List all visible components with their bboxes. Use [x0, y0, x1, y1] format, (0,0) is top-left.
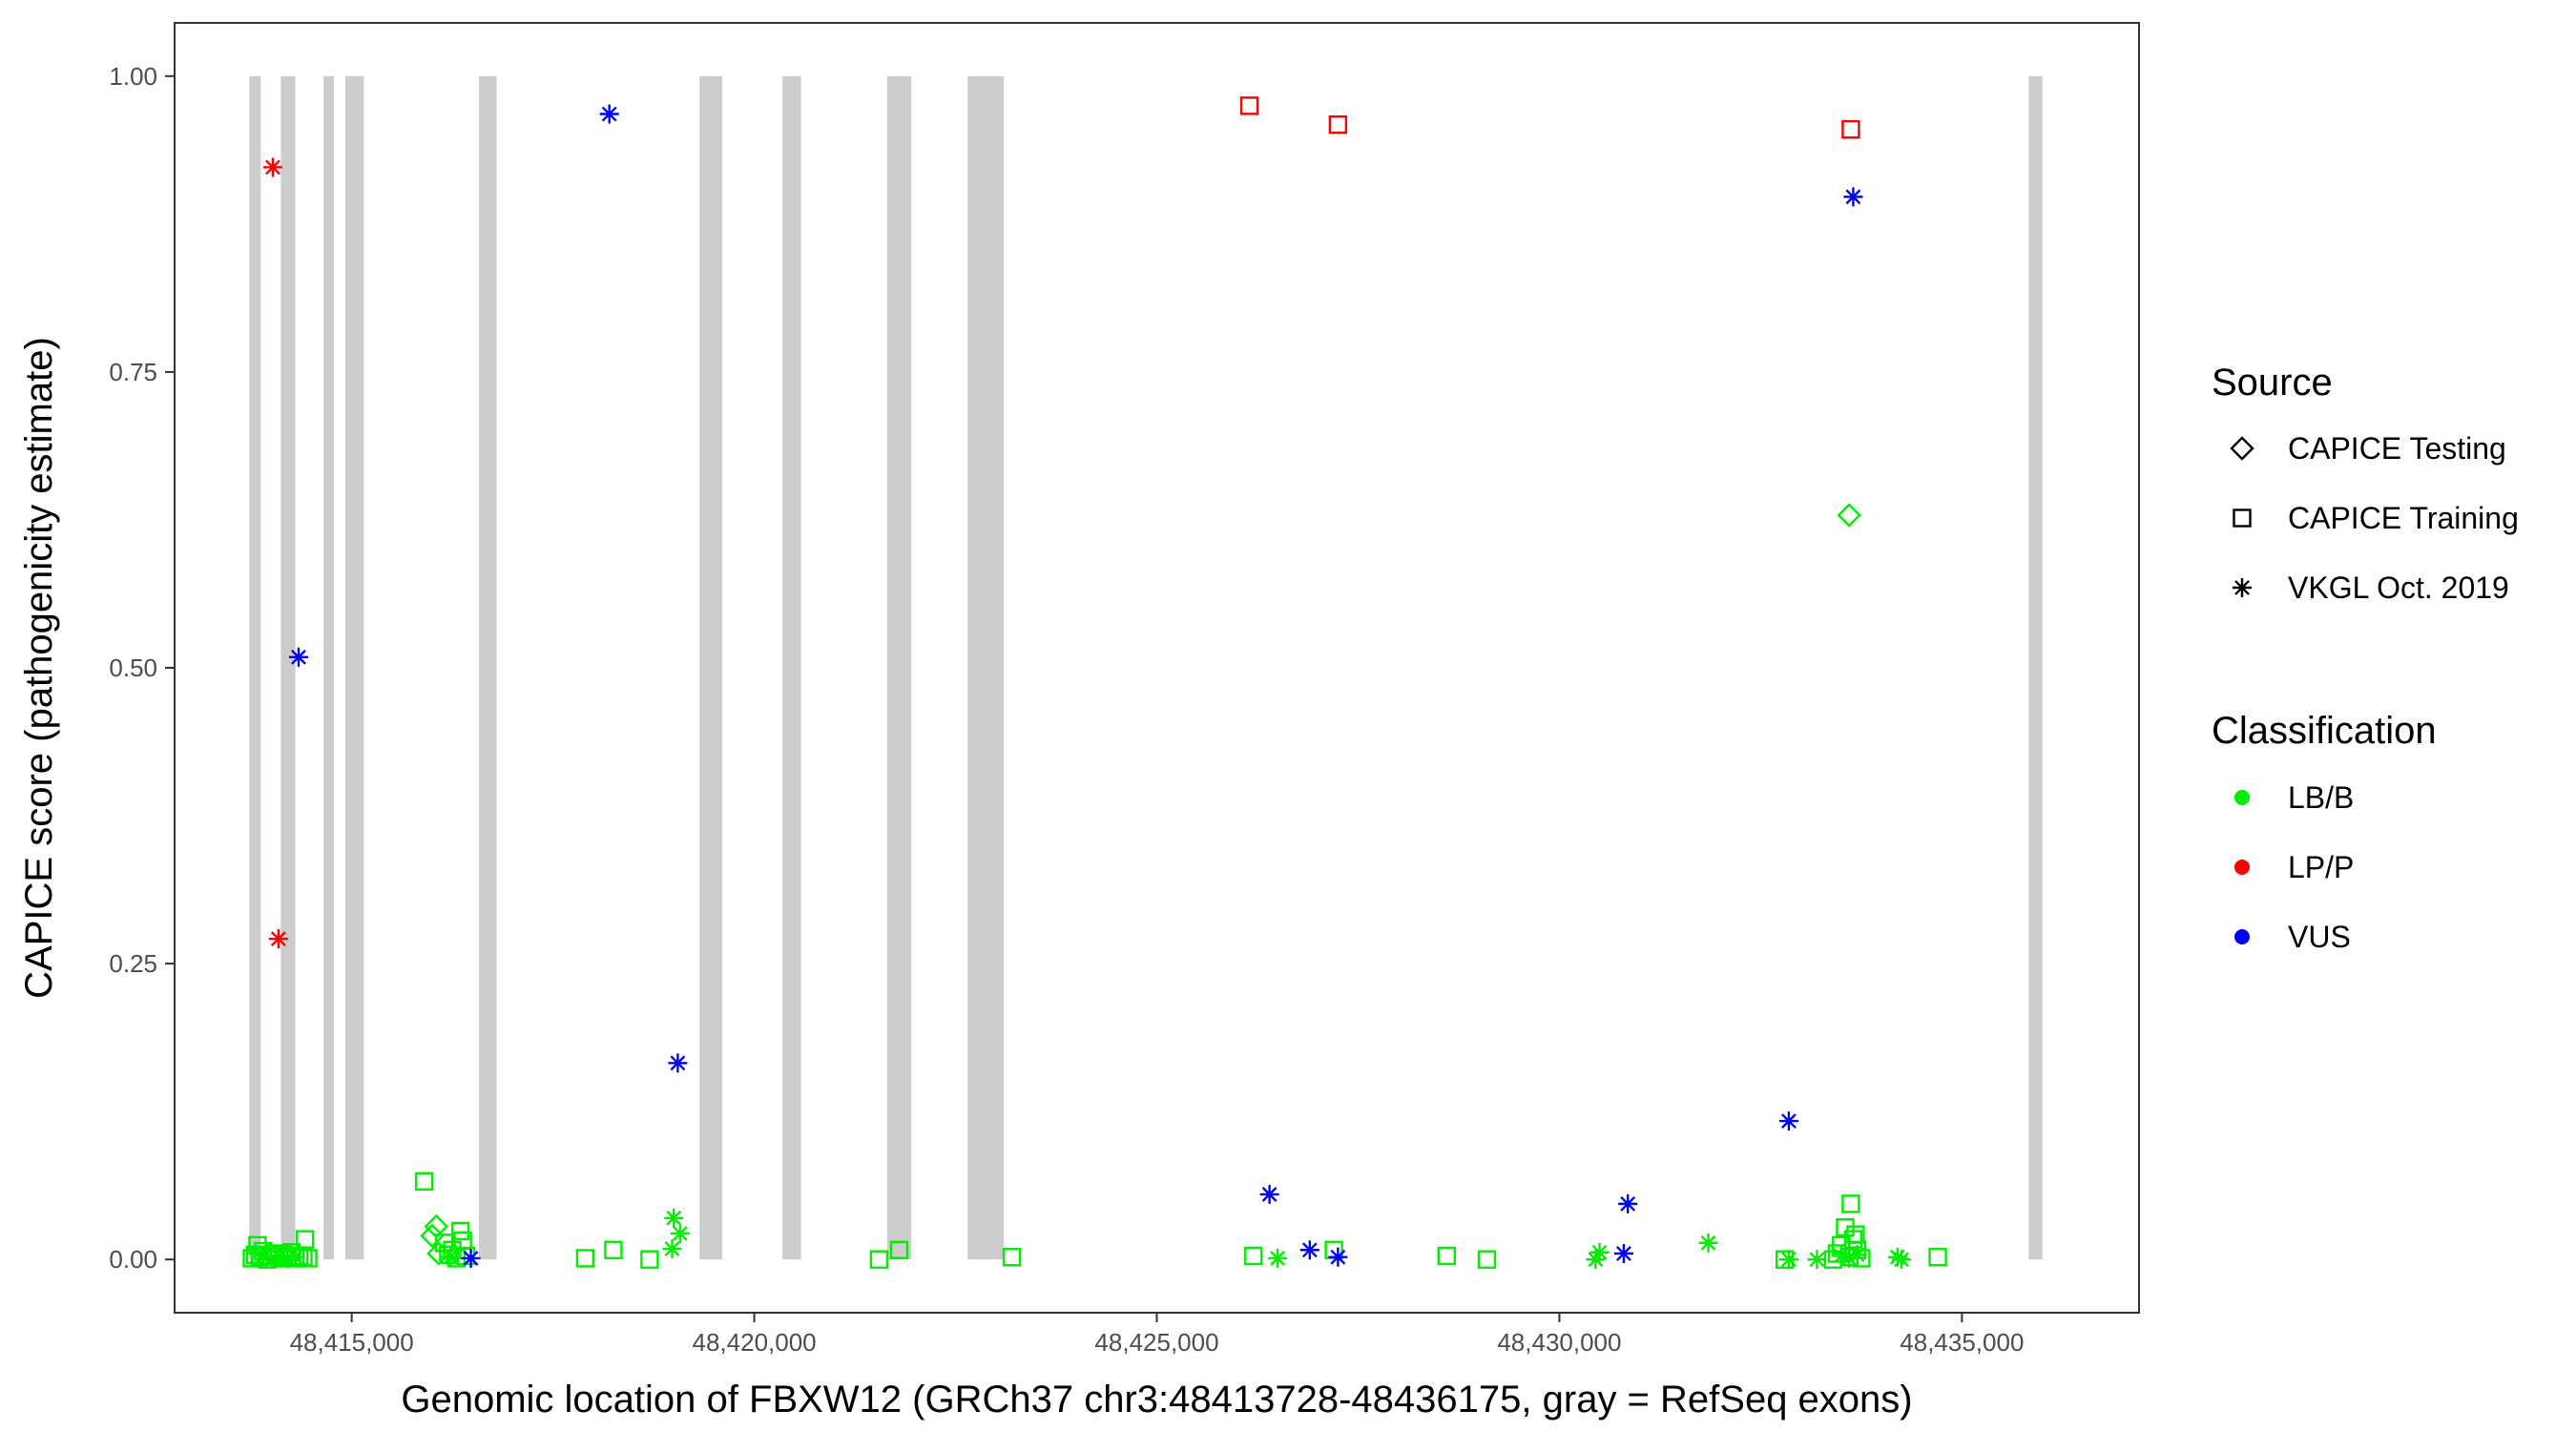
- exon-band: [2028, 75, 2043, 1260]
- data-point: [869, 1250, 889, 1269]
- data-point: [1778, 1250, 1798, 1270]
- x-tick-label: 48,430,000: [1497, 1328, 1621, 1357]
- data-point: [1244, 1246, 1263, 1266]
- data-point: [1892, 1250, 1912, 1270]
- data-point: [1841, 1194, 1860, 1213]
- data-point: [1477, 1250, 1497, 1269]
- y-axis-title: CAPICE score (pathogenicity estimate): [18, 337, 60, 999]
- data-point: [1299, 1240, 1319, 1260]
- y-tick-label: 0.25: [109, 949, 157, 978]
- legend-classification-label: LB/B: [2288, 780, 2354, 815]
- data-point: [288, 647, 308, 667]
- legend-source-key: [2233, 578, 2252, 597]
- legend-classification-key: [2234, 860, 2250, 875]
- y-tick-label: 0.75: [109, 358, 157, 386]
- data-point: [268, 929, 288, 949]
- data-point: [285, 1247, 305, 1267]
- exon-band: [478, 75, 497, 1260]
- data-point: [1847, 1245, 1867, 1265]
- legend-source-label: CAPICE Testing: [2288, 431, 2506, 466]
- data-point: [1837, 503, 1861, 528]
- data-point: [1843, 187, 1863, 207]
- legend: Source CAPICE Testing CAPICE Training VKGL …: [2212, 362, 2519, 954]
- data-point: [1618, 1193, 1638, 1213]
- exon-band: [967, 75, 1005, 1260]
- legend-classification-label: VUS: [2288, 920, 2351, 954]
- legend-source-title: Source: [2212, 362, 2333, 404]
- exon-bands: [249, 75, 2043, 1260]
- x-axis-title: Genomic location of FBXW12 (GRCh37 chr3:…: [401, 1379, 1912, 1421]
- data-point: [1841, 119, 1860, 139]
- exon-band: [280, 75, 296, 1260]
- data-point: [1437, 1246, 1456, 1266]
- data-point: [1846, 1225, 1865, 1244]
- exon-band: [344, 75, 364, 1260]
- data-point: [1807, 1250, 1827, 1270]
- legend-classification-key: [2234, 790, 2250, 805]
- exon-band: [699, 75, 722, 1260]
- data-point: [575, 1249, 595, 1268]
- data-point: [441, 1247, 461, 1267]
- legend-classification-key: [2234, 929, 2250, 944]
- data-point: [450, 1221, 470, 1241]
- y-tick-label: 0.00: [109, 1245, 157, 1274]
- data-point: [1843, 1230, 1863, 1249]
- exon-band: [249, 75, 261, 1260]
- exon-band: [323, 75, 335, 1260]
- data-point: [664, 1208, 684, 1228]
- data-point: [414, 1172, 434, 1192]
- legend-classification-label: LP/P: [2288, 850, 2354, 884]
- data-point: [299, 1249, 318, 1268]
- data-point: [1268, 1248, 1288, 1268]
- data-point: [1589, 1242, 1610, 1262]
- data-point: [604, 1240, 623, 1259]
- data-point: [889, 1240, 909, 1259]
- data-point: [1259, 1184, 1279, 1204]
- data-point: [262, 157, 282, 177]
- data-point: [1839, 1248, 1859, 1268]
- data-point: [670, 1223, 690, 1243]
- y-tick-label: 1.00: [109, 62, 157, 91]
- data-point: [662, 1239, 682, 1259]
- plot-panel-border: [174, 22, 2140, 1314]
- legend-source-label: CAPICE Training: [2288, 501, 2519, 535]
- data-point: [461, 1248, 481, 1268]
- data-point: [1002, 1248, 1022, 1267]
- data-point: [1698, 1233, 1718, 1253]
- data-point: [1328, 114, 1348, 135]
- data-point: [640, 1250, 659, 1269]
- x-tick-label: 48,425,000: [1094, 1328, 1218, 1357]
- data-point: [296, 1230, 315, 1249]
- data-point: [1778, 1111, 1798, 1131]
- y-axis: 0.00 0.25 0.50 0.75 1.00: [109, 62, 175, 1274]
- data-point: [248, 1235, 267, 1255]
- legend-classification-title: Classification: [2212, 710, 2437, 752]
- x-tick-label: 48,420,000: [693, 1328, 817, 1357]
- y-tick-label: 0.50: [109, 653, 157, 682]
- legend-source-key: [2230, 436, 2254, 461]
- data-point: [668, 1053, 688, 1073]
- data-point: [599, 104, 619, 124]
- data-points: [242, 96, 1947, 1270]
- data-point: [1239, 96, 1259, 115]
- x-axis: 48,415,000 48,420,000 48,425,000 48,430,000…: [290, 1313, 2024, 1357]
- legend-source-key: [2233, 508, 2252, 528]
- data-point: [1328, 1247, 1348, 1267]
- exon-band: [782, 75, 801, 1260]
- data-point: [1613, 1243, 1633, 1263]
- x-tick-label: 48,435,000: [1900, 1328, 2024, 1357]
- data-point: [1928, 1248, 1947, 1267]
- legend-source-label: VKGL Oct. 2019: [2288, 570, 2509, 605]
- x-tick-label: 48,415,000: [290, 1328, 414, 1357]
- exon-band: [886, 75, 912, 1260]
